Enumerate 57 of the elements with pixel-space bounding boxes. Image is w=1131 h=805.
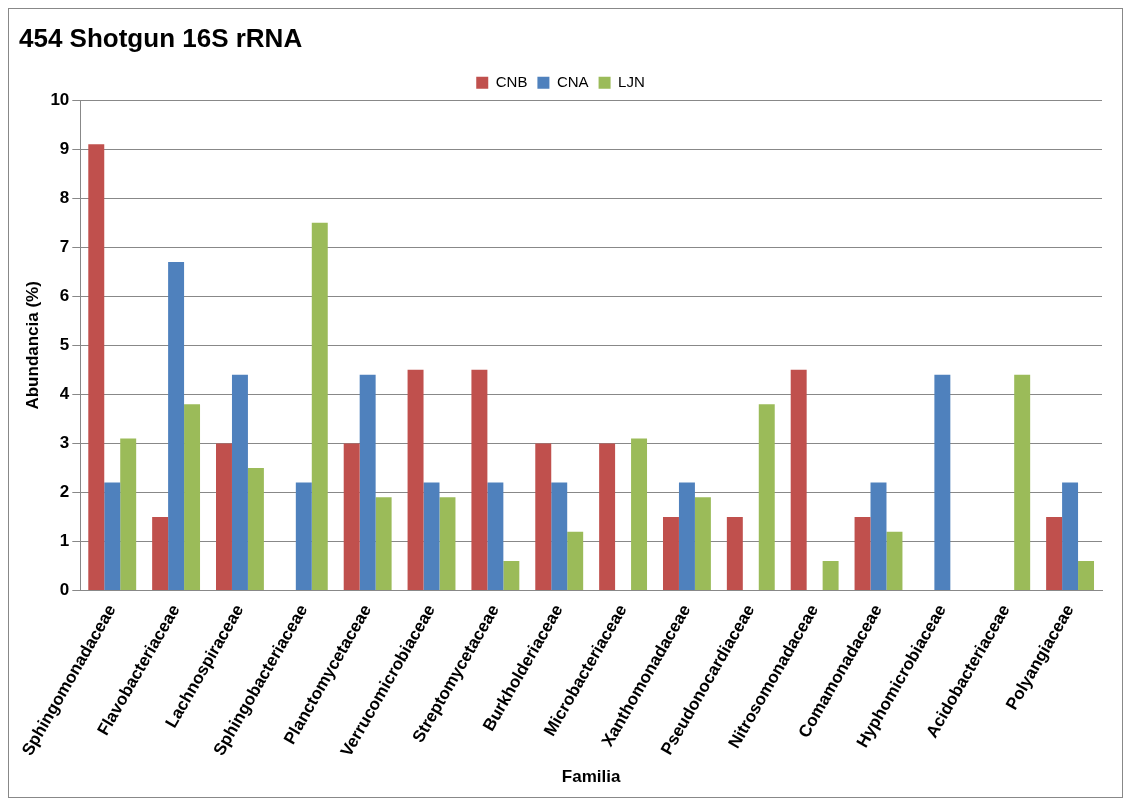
bar (88, 144, 105, 590)
y-tick-label: 2 (59, 482, 70, 502)
y-tick-label: 6 (59, 285, 70, 305)
bar (822, 561, 839, 590)
y-tick-label: 3 (59, 433, 70, 453)
bar (104, 482, 121, 590)
y-tick-label: 1 (59, 531, 70, 551)
bar (567, 531, 584, 590)
bar (487, 482, 504, 590)
legend-label: CNB (495, 72, 528, 90)
bar (359, 374, 376, 590)
bar (1046, 516, 1063, 590)
bar (168, 261, 185, 590)
bar (231, 374, 248, 590)
y-tick-label: 0 (59, 580, 70, 600)
y-tick-label: 10 (50, 89, 70, 109)
legend-label: CNA (556, 72, 589, 90)
bar (503, 561, 520, 590)
bar (120, 438, 137, 590)
y-axis-title: Abundancia (%) (22, 281, 42, 410)
bar (758, 404, 775, 590)
bar (854, 516, 871, 590)
y-tick-label: 4 (59, 384, 70, 404)
bar (790, 369, 807, 590)
bar (599, 443, 616, 590)
bar (726, 516, 743, 590)
bar (934, 374, 951, 590)
bar (152, 516, 169, 590)
bar (694, 497, 711, 590)
bar (551, 482, 568, 590)
bar (184, 404, 201, 590)
bar (678, 482, 695, 590)
x-axis-title: Familia (561, 767, 621, 787)
bar (870, 482, 887, 590)
bar (216, 443, 232, 590)
bar (471, 369, 488, 590)
chart-title: 454 Shotgun 16S rRNA (19, 22, 303, 53)
bar (439, 497, 456, 590)
bar (295, 482, 312, 590)
bar (1062, 482, 1079, 590)
y-tick-label: 8 (59, 187, 70, 207)
bar (1078, 561, 1095, 590)
bar (407, 369, 424, 590)
legend-label: LJN (618, 72, 645, 90)
y-tick-label: 5 (59, 335, 70, 355)
bar (375, 497, 392, 590)
bar (247, 467, 264, 590)
bar (343, 443, 360, 590)
bar (311, 222, 328, 590)
bar (535, 443, 552, 590)
bar (423, 482, 440, 590)
bar (1014, 374, 1031, 590)
bar (886, 531, 903, 590)
bar (662, 516, 679, 590)
y-tick-label: 9 (59, 138, 70, 158)
y-tick-label: 7 (59, 236, 70, 256)
bar (631, 438, 648, 590)
